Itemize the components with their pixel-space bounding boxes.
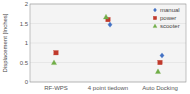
legend-marker	[153, 16, 156, 19]
data-points	[51, 14, 164, 73]
point	[158, 60, 162, 64]
y-tick-label: 2	[25, 1, 29, 7]
point	[103, 14, 108, 19]
y-axis-label: Displacement [Inches]	[2, 13, 8, 72]
x-tick-label: 4 point tiedown	[88, 85, 128, 91]
y-tick-label: 0	[25, 79, 29, 85]
point	[54, 51, 58, 55]
legend-marker	[153, 8, 156, 12]
legend: manual power scooter	[153, 7, 180, 29]
y-tick-label: 1	[25, 40, 29, 46]
chart: 0 0.5 1 1.5 2 RF-WPS 4 point tiedown Auto Docki…	[0, 0, 190, 94]
x-tick-label: RF-WPS	[44, 85, 68, 91]
point	[51, 60, 56, 65]
legend-marker	[153, 24, 157, 28]
plot-frame	[30, 4, 186, 82]
y-tick-label: 1.5	[20, 21, 29, 27]
point	[108, 22, 112, 27]
y-tick-label: 0.5	[20, 60, 29, 66]
x-tick-label: Auto Docking	[142, 85, 178, 91]
plot-background	[30, 4, 186, 82]
point	[155, 69, 160, 74]
legend-label: power	[160, 15, 176, 21]
point	[160, 53, 164, 58]
grid-line	[30, 43, 186, 44]
legend-label: manual	[160, 7, 180, 13]
legend-label: scooter	[160, 23, 180, 29]
chart-container: 0 0.5 1 1.5 2 RF-WPS 4 point tiedown Auto Docki…	[0, 0, 190, 94]
